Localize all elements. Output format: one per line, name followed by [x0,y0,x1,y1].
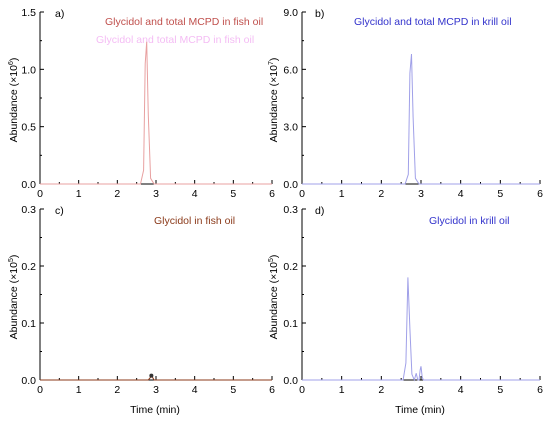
panel-label: d) [315,205,324,217]
panel-label: a) [55,8,64,20]
x-tick-label: 0 [299,188,305,200]
series-line [302,53,540,185]
series-line [302,277,540,382]
x-tick-label: 6 [269,188,275,200]
data-marker [149,373,154,378]
y-tick-label: 0.2 [283,261,298,273]
x-tick-label: 5 [497,384,503,396]
x-tick-label: 2 [378,384,384,396]
x-tick-label: 4 [458,188,464,200]
x-tick-label: 1 [76,188,82,200]
y-tick-label: 1.5 [21,7,36,19]
x-tick-label: 5 [497,188,503,200]
y-axis-title: Abundance (×105) [8,255,20,340]
y-axis-title: Abundance (×106) [8,58,20,143]
x-tick-label: 2 [378,188,384,200]
y-tick-label: 1.0 [21,64,36,76]
y-tick-label: 0.5 [21,122,36,134]
legend-entry: Glycidol and total MCPD in fish oil [105,16,263,28]
panel-b: b) Abundance (×107) Glycidol and total M… [268,7,543,200]
y-tick-label: 0.3 [21,204,36,216]
x-tick-label: 1 [339,188,345,200]
y-tick-label: 0.0 [283,179,298,191]
panel-label: c) [55,205,64,217]
x-tick-label: 3 [418,188,424,200]
x-axis-title: Time (min) [130,404,180,416]
y-tick-label: 6.0 [283,64,298,76]
x-tick-label: 4 [192,188,198,200]
panel-c: c) Abundance (×105) Glycidol in fish oil… [8,204,275,416]
x-tick-label: 3 [153,384,159,396]
x-tick-label: 0 [37,384,43,396]
legend-entry: Glycidol in krill oil [429,215,510,227]
x-axis-title: Time (min) [395,404,445,416]
x-tick-label: 1 [76,384,82,396]
x-tick-label: 2 [114,384,120,396]
x-tick-label: 0 [37,188,43,200]
x-tick-label: 5 [230,188,236,200]
x-tick-label: 6 [537,188,543,200]
y-axis-title: Abundance (×105) [268,255,280,340]
y-tick-label: 0.0 [21,375,36,387]
x-tick-label: 6 [269,384,275,396]
y-tick-label: 0.0 [283,375,298,387]
x-tick-label: 1 [339,384,345,396]
y-tick-label: 0.2 [21,261,36,273]
legend-ghost-overlay: Glycidol and total MCPD in fish oil [96,34,254,46]
panel-d: d) Abundance (×105) Glycidol in krill oi… [268,204,543,416]
x-tick-label: 4 [458,384,464,396]
y-axis-title: Abundance (×107) [268,58,280,143]
y-tick-label: 0.1 [21,318,36,330]
y-tick-label: 0.1 [283,318,298,330]
x-tick-label: 5 [230,384,236,396]
y-tick-label: 9.0 [283,7,298,19]
panel-label: b) [315,8,324,20]
panel-a: a) Abundance (×106) Glycidol and total M… [8,7,275,200]
x-tick-label: 6 [537,384,543,396]
legend-entry: Glycidol and total MCPD in krill oil [354,16,512,28]
x-tick-label: 4 [192,384,198,396]
x-tick-label: 0 [299,384,305,396]
y-tick-label: 3.0 [283,122,298,134]
legend-entry: Glycidol in fish oil [154,215,235,227]
y-tick-label: 0.0 [21,179,36,191]
x-tick-label: 2 [114,188,120,200]
x-tick-label: 3 [153,188,159,200]
x-tick-label: 3 [418,384,424,396]
y-tick-label: 0.3 [283,204,298,216]
series-line [40,41,272,185]
